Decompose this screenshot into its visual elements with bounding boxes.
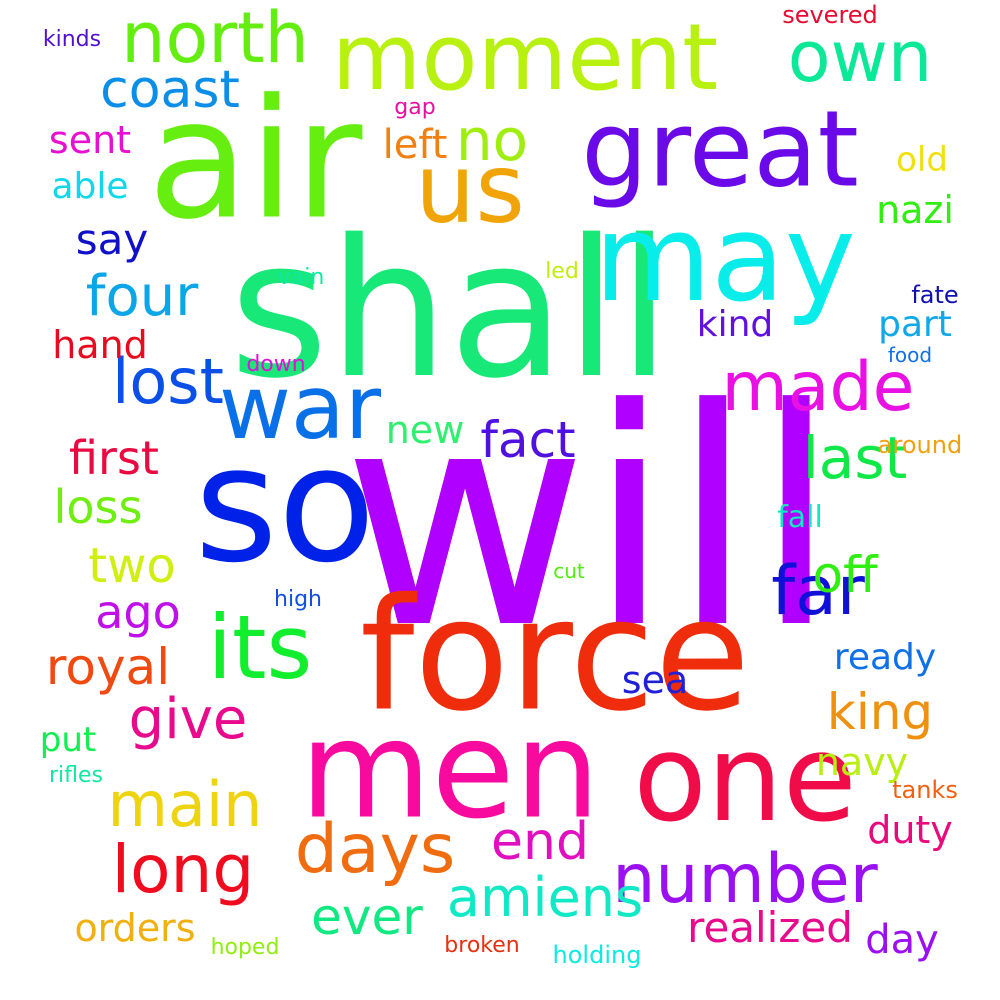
- word-lost: lost: [112, 345, 224, 418]
- word-days: days: [294, 810, 456, 889]
- word-hand: hand: [52, 323, 148, 367]
- word-moment: moment: [331, 4, 719, 111]
- word-ago: ago: [95, 585, 181, 639]
- word-left: left: [382, 122, 448, 168]
- word-part: part: [878, 304, 952, 345]
- word-fact: fact: [480, 411, 576, 469]
- word-made: made: [721, 348, 915, 427]
- word-end: end: [491, 812, 589, 872]
- word-put: put: [39, 720, 97, 760]
- word-ready: ready: [833, 637, 937, 678]
- word-navy: navy: [815, 740, 909, 784]
- word-air: air: [147, 63, 363, 256]
- word-old: old: [896, 140, 948, 180]
- word-may: may: [594, 190, 856, 329]
- word-ever: ever: [311, 888, 423, 946]
- word-rifles: rifles: [48, 763, 104, 788]
- word-around: around: [877, 431, 963, 459]
- word-fate: fate: [911, 281, 959, 309]
- word-kind: kind: [696, 304, 774, 345]
- word-down: down: [246, 352, 306, 377]
- word-two: two: [88, 538, 176, 594]
- word-vain: vain: [277, 265, 325, 290]
- word-severed: severed: [782, 1, 878, 29]
- word-north: north: [121, 0, 309, 79]
- word-amiens: amiens: [446, 866, 644, 929]
- word-gap: gap: [394, 95, 436, 120]
- word-shall: shall: [229, 199, 671, 420]
- word-fall: fall: [777, 500, 823, 535]
- word-its: its: [207, 596, 313, 699]
- word-tanks: tanks: [892, 776, 958, 804]
- word-hoped: hoped: [210, 935, 280, 960]
- word-no: no: [455, 106, 529, 174]
- word-number: number: [612, 840, 878, 919]
- word-king: king: [826, 683, 934, 741]
- word-broken: broken: [444, 933, 520, 958]
- word-four: four: [85, 264, 199, 329]
- word-food: food: [887, 343, 933, 367]
- word-duty: duty: [867, 808, 953, 852]
- word-high: high: [274, 587, 322, 612]
- word-nazi: nazi: [876, 188, 954, 232]
- word-off: off: [812, 546, 878, 604]
- word-one: one: [633, 710, 857, 849]
- word-will: will: [342, 345, 838, 694]
- word-able: able: [51, 166, 129, 207]
- word-kinds: kinds: [42, 27, 102, 52]
- word-last: last: [802, 424, 908, 492]
- word-cut: cut: [553, 559, 585, 583]
- word-war: war: [218, 356, 382, 459]
- word-say: say: [75, 215, 149, 264]
- word-sent: sent: [48, 118, 132, 162]
- word-us: us: [415, 134, 525, 245]
- word-great: great: [581, 88, 859, 211]
- word-so: so: [194, 411, 376, 598]
- word-first: first: [69, 431, 159, 485]
- word-force: force: [359, 564, 751, 746]
- word-holding: holding: [552, 941, 642, 969]
- word-long: long: [111, 831, 255, 908]
- word-far: far: [771, 552, 865, 631]
- word-day: day: [865, 917, 939, 963]
- word-men: men: [299, 691, 601, 849]
- word-royal: royal: [45, 638, 171, 696]
- word-new: new: [385, 408, 465, 452]
- word-give: give: [128, 687, 248, 752]
- word-loss: loss: [53, 480, 143, 534]
- word-sea: sea: [621, 658, 689, 702]
- word-realized: realized: [687, 903, 853, 952]
- word-own: own: [787, 16, 933, 98]
- word-coast: coast: [100, 60, 240, 120]
- word-led: led: [545, 259, 579, 284]
- word-orders: orders: [74, 906, 196, 950]
- word-main: main: [107, 768, 263, 841]
